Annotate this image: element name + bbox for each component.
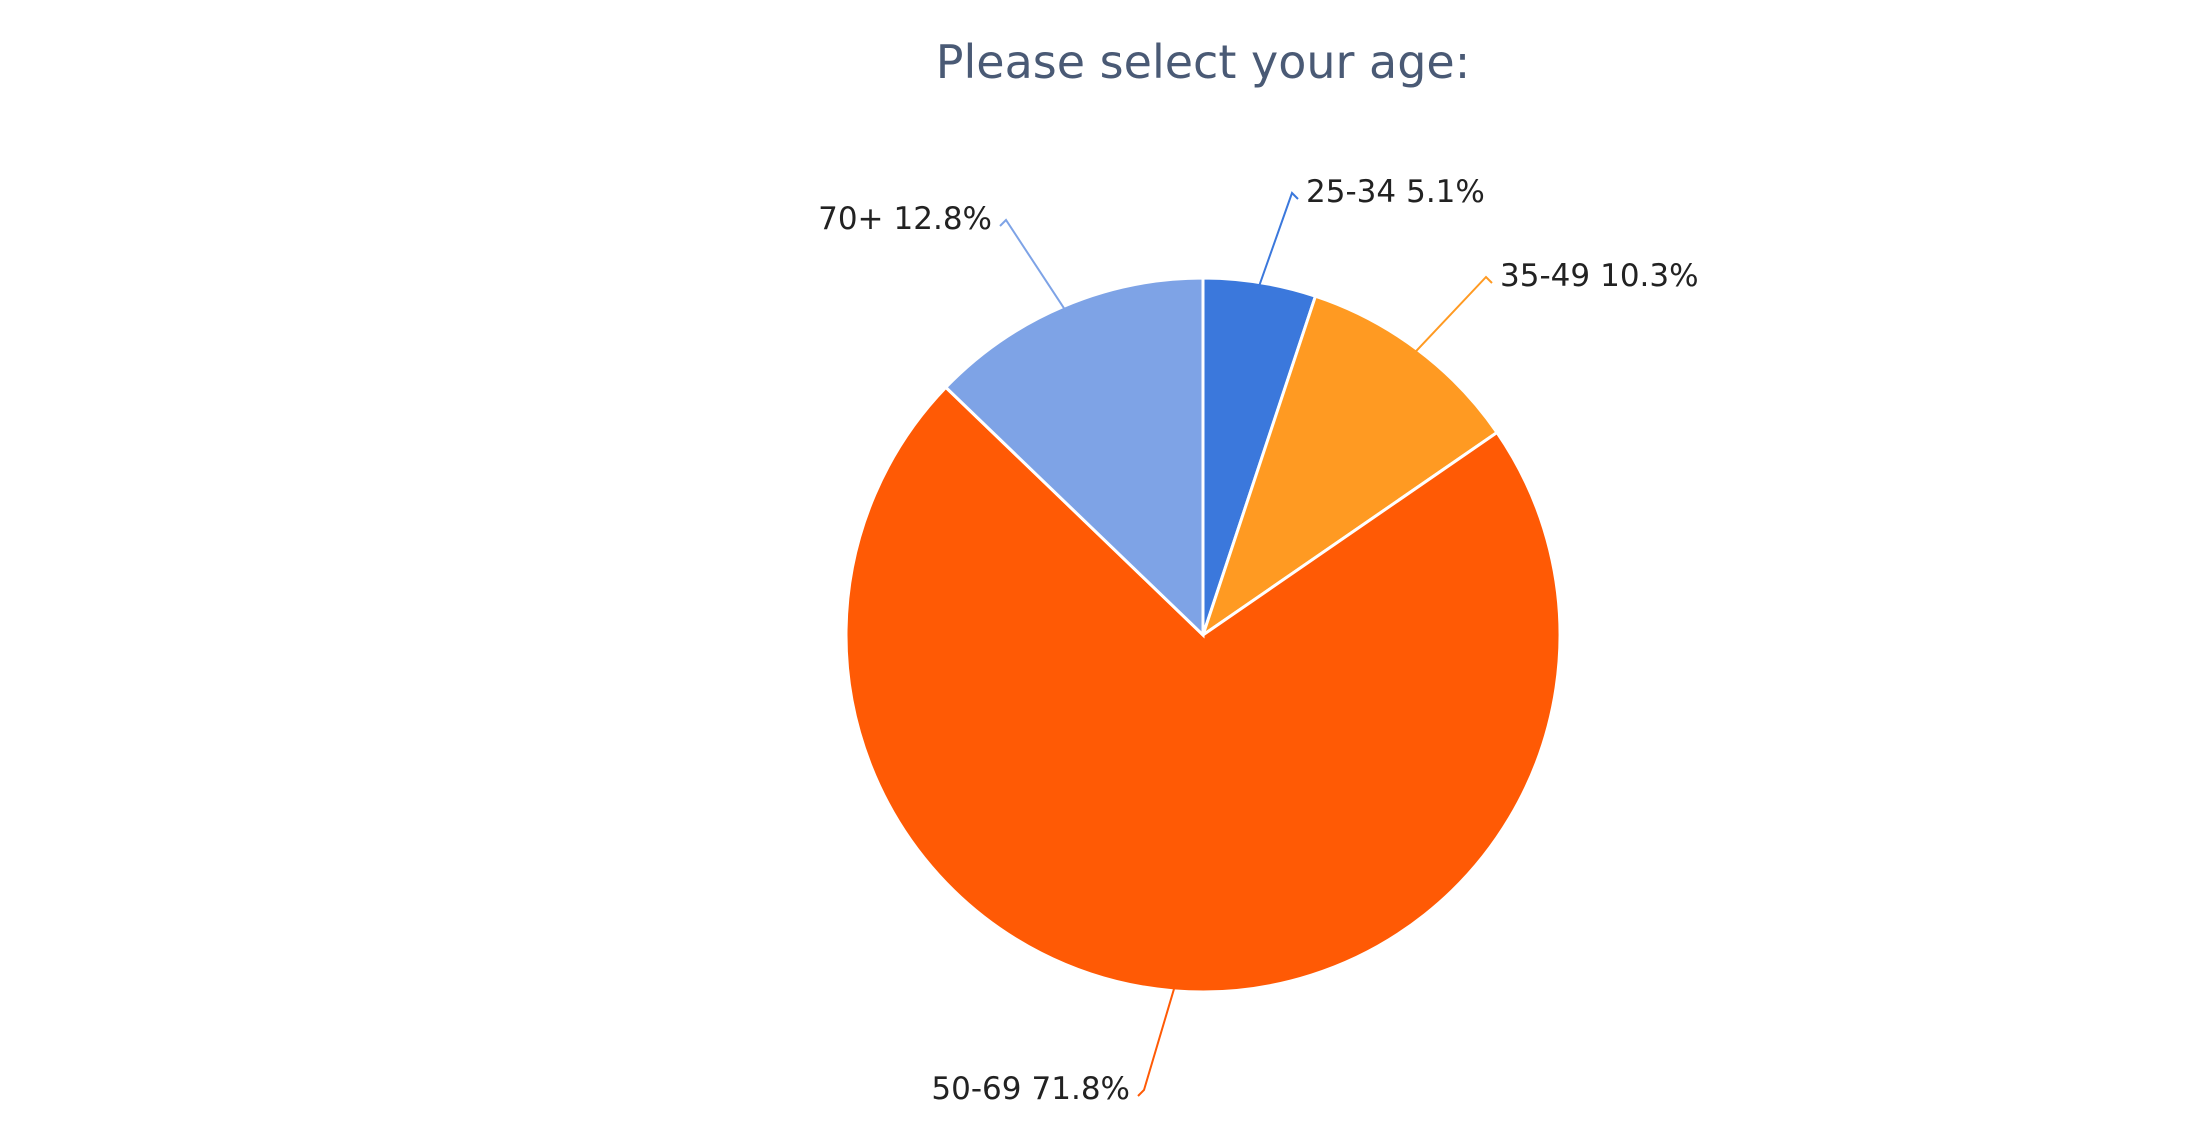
category-label: 25-34 bbox=[1306, 174, 1396, 210]
data-label: 50-69 71.8% bbox=[931, 1071, 1130, 1107]
data-label: 25-34 5.1% bbox=[1306, 174, 1485, 210]
category-label: 50-69 bbox=[931, 1071, 1021, 1107]
labels: 25-34 5.1% 35-49 10.3% 50-69 71.8% 70+ 12.8% bbox=[818, 174, 1698, 1107]
value-label: 5.1% bbox=[1406, 174, 1485, 210]
data-label: 35-49 10.3% bbox=[1500, 258, 1699, 294]
value-label: 71.8% bbox=[1032, 1071, 1130, 1107]
leader-line bbox=[1415, 275, 1493, 352]
leader-line bbox=[1137, 988, 1175, 1097]
pie bbox=[844, 276, 1562, 994]
value-label: 12.8% bbox=[894, 201, 992, 237]
leader-line bbox=[1258, 191, 1299, 285]
chart-title: Please select your age: bbox=[936, 35, 1470, 89]
category-label: 35-49 bbox=[1500, 258, 1590, 294]
category-label: 70+ bbox=[818, 201, 883, 237]
value-label: 10.3% bbox=[1600, 258, 1698, 294]
leader-line bbox=[999, 218, 1065, 309]
data-label: 70+ 12.8% bbox=[818, 201, 992, 237]
